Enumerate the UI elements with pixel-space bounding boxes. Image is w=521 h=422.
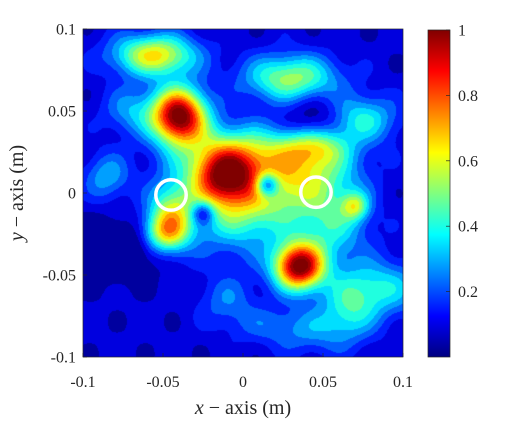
x-axis-label: x − axis (m) — [194, 397, 291, 419]
y-axis-label: y − axis (m) — [6, 145, 28, 243]
y-axis-ticks: 0.1 0.05 0 -0.05 -0.1 — [43, 22, 87, 367]
x-tick-label: -0.05 — [146, 374, 179, 391]
colorbar-ticks: 1 0.8 0.6 0.4 0.2 — [446, 23, 478, 301]
x-tick-label: -0.1 — [70, 374, 95, 391]
y-tick-label: 0.1 — [56, 22, 76, 39]
y-axis-label-rest: − axis (m) — [6, 145, 28, 232]
colorbar-gradient — [427, 29, 451, 358]
colorbar-tick-label: 0.2 — [458, 284, 478, 301]
x-axis-label-var: x — [194, 397, 204, 419]
y-tick-label: -0.1 — [51, 350, 76, 367]
marker-circle-1 — [154, 178, 188, 212]
colorbar-tick-label: 0.6 — [458, 153, 478, 170]
x-axis-ticks: -0.1 -0.05 0 0.05 0.1 — [70, 353, 413, 391]
x-tick-label: 0.1 — [393, 374, 413, 391]
y-tick-label: 0.05 — [48, 104, 76, 121]
y-tick-label: 0 — [68, 186, 76, 203]
colorbar-tick-label: 0.4 — [458, 219, 478, 236]
marker-layer — [154, 175, 333, 212]
x-tick-label: 0.05 — [309, 374, 337, 391]
colorbar-tick-label: 1 — [458, 23, 466, 40]
colorbar-tick-label: 0.8 — [458, 88, 478, 105]
x-tick-label: 0 — [239, 374, 247, 391]
y-tick-label: -0.05 — [43, 268, 76, 285]
y-axis-label-var: y — [6, 232, 28, 243]
colorbar: 1 0.8 0.6 0.4 0.2 — [427, 23, 478, 358]
marker-circle-2 — [299, 175, 333, 210]
x-axis-label-rest: − axis (m) — [204, 397, 291, 419]
heatmap-field — [83, 29, 403, 357]
plot-area — [82, 28, 404, 358]
